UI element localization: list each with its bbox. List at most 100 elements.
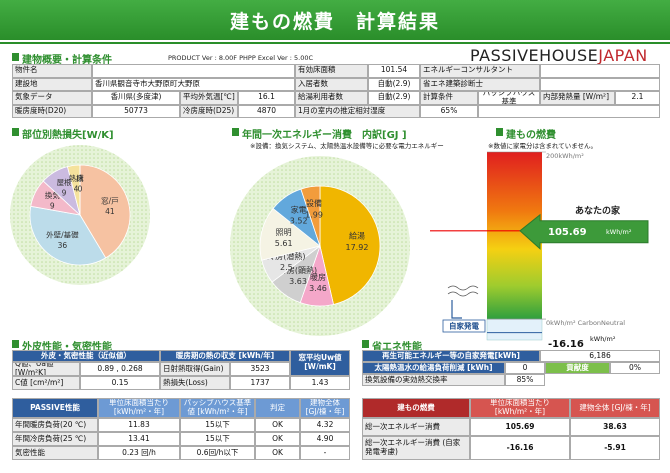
pie-slice (79, 164, 131, 259)
table-cell (478, 104, 660, 118)
table-cell: 15以下 (180, 418, 255, 432)
table-cell: 年間暖房負荷(20 ℃) (12, 418, 98, 432)
table-cell: 冷房度時(D25) (180, 104, 238, 118)
table-cell: 内部発熱量 [W/m²] (540, 91, 615, 105)
table-cell: 気象データ (12, 91, 92, 105)
title-banner: 建もの燃費 計算結果 (0, 0, 670, 42)
table-cell: 0% (610, 362, 660, 374)
table-cell: OK (255, 432, 300, 446)
table-cell: 0.15 (80, 376, 160, 390)
table-cell: 101.54 (368, 64, 420, 78)
logo-text: PASSIVEHOUSE (470, 46, 599, 65)
table-cell: OK (255, 418, 300, 432)
slice-value: 0 (78, 184, 83, 193)
section-title: 建物概要・計算条件 (12, 51, 112, 66)
self-gen-label: 自家発電 (449, 321, 479, 331)
table-cell: 総一次エネルギー消費 (362, 418, 470, 436)
pie-slice (300, 185, 321, 247)
note: ※数値に家電分は含まれていません。 (488, 142, 598, 150)
slice-value: 1.99 (305, 210, 323, 219)
table-cell: 1.43 (290, 376, 350, 390)
table-cell: 0.6回/h以下 (180, 446, 255, 460)
table-cell: 建設地 (12, 77, 92, 91)
table-cell: 気密性能 (12, 446, 98, 460)
self-gen-value: -16.16 (548, 339, 584, 350)
section-title: 部位別熱損失[W/K] (12, 126, 114, 141)
tick-label: 0kWh/m² CarbonNeutral (546, 319, 625, 327)
pie-slice (299, 244, 334, 307)
table-cell: 給湯利用者数 (295, 91, 368, 105)
self-gen-arrow (451, 300, 462, 319)
slice-name: 照明 (276, 228, 292, 237)
pie-slice (66, 164, 81, 216)
table-cell: 日射熱取得(Gain) (160, 362, 230, 376)
table-cell: 年間冷房負荷(25 ℃) (12, 432, 98, 446)
table-cell: 6,186 (540, 350, 660, 362)
table-cell: 3523 (230, 362, 290, 376)
table-cell: OK (255, 446, 300, 460)
table-cell: 香川県(多度津) (92, 91, 180, 105)
slice-value: 41 (105, 207, 115, 216)
table-cell: 計算条件 (420, 91, 478, 105)
table-cell: 入居者数 (295, 77, 368, 91)
table-cell: 暖房期の熱の収支 [kWh/年] (160, 350, 290, 362)
section-title: 省エネ性能 (362, 338, 422, 353)
slice-value: 3.63 (289, 277, 307, 286)
note: ※設備：換気システム、太陽熱温水設備等に必要な電力エネルギー (250, 142, 444, 150)
section-title: 外皮性能・気密性能 (12, 338, 112, 353)
table-cell: 暖房度時(D20) (12, 104, 92, 118)
table-cell: 0.89 , 0.268 (80, 362, 160, 376)
slice-name: 換気 (45, 190, 60, 200)
slice-name: 暖房 (310, 272, 326, 282)
table-cell: 物件名 (12, 64, 92, 78)
pie-slice (319, 185, 381, 305)
pie-slice (261, 245, 321, 283)
table-cell: 2.1 (615, 91, 660, 105)
value-arrow (519, 213, 649, 250)
version: PRODUCT Ver : 8.00F PHPP Excel Ver : 5.0… (168, 54, 314, 62)
value-text: 105.69 (548, 227, 587, 238)
tick-label: 200kWh/m² (546, 152, 584, 160)
slice-value: 9 (62, 189, 67, 198)
table-cell (92, 64, 295, 78)
table-cell: 11.83 (98, 418, 180, 432)
table-cell: 換気設備の実効熱交換率 (362, 374, 505, 386)
table-cell: パッシブハウス基準 (478, 91, 540, 105)
slice-value: 9 (50, 201, 55, 210)
value-unit: kWh/m² (606, 228, 632, 236)
table-cell: - (300, 446, 350, 460)
slice-value: 2.5 (280, 263, 293, 272)
table-cell: C値 [cm²/m²] (12, 376, 80, 390)
slice-name: 冷房(顕熱) (279, 265, 317, 275)
table-cell: 50773 (92, 104, 180, 118)
pie-slice (30, 180, 82, 216)
logo-text: JAPAN (598, 46, 648, 65)
slice-value: 17.92 (346, 243, 369, 252)
pie-slice (259, 207, 321, 261)
table-cell: 建もの燃費 (362, 398, 470, 418)
table-cell: 4870 (238, 104, 295, 118)
table-cell: 太陽熱温水の給湯負荷削減 [kWh] (362, 362, 505, 374)
table-cell: 平均外気温[℃] (180, 91, 238, 105)
table-cell: 判定 (255, 398, 300, 418)
slice-name: 冷房(潜熱) (267, 251, 305, 261)
table-cell: 1月の室内の推定相対湿度 (295, 104, 420, 118)
table-cell: パッシブハウス基準値 [kWh/m²・年] (180, 398, 255, 418)
table-cell: -5.91 (570, 436, 660, 460)
slice-name: 家電 (291, 204, 307, 214)
table-cell: 38.63 (570, 418, 660, 436)
pie-slice (272, 188, 321, 248)
self-gen-box (442, 319, 486, 333)
self-gen-unit: kWh/m² (590, 335, 616, 343)
table-cell: 再生可能エネルギー等の自家発電[kWh] (362, 350, 540, 362)
slice-name: 床 (76, 173, 84, 183)
table-cell: Q値、Ua値 [W/m²K] (12, 362, 80, 376)
house-label: あなたの家 (575, 204, 621, 216)
fuel-bar (487, 152, 542, 320)
pie-halo (230, 156, 410, 336)
table-cell (540, 77, 660, 91)
table-cell: -16.16 (470, 436, 570, 460)
pie-slice (42, 166, 81, 217)
table-cell: PASSIVE性能 (12, 398, 98, 418)
slice-name: 熱橋 (69, 173, 84, 183)
